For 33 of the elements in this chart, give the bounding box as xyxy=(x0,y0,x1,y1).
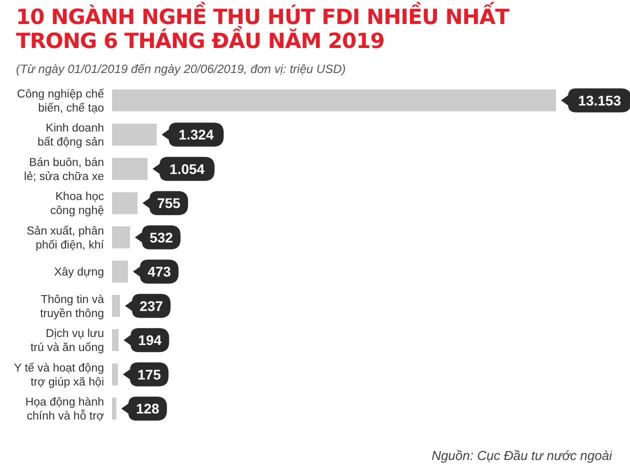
data-label: 473 xyxy=(148,264,172,280)
y-tick-label: Họa động hành chính và hỗ trợ xyxy=(25,396,104,423)
bar xyxy=(112,329,119,352)
y-tick-label: Xây dựng xyxy=(54,266,104,279)
data-label: 194 xyxy=(138,332,162,348)
y-tick-label: Thông tin và truyền thông xyxy=(40,294,105,320)
bar xyxy=(112,398,116,420)
bar xyxy=(112,294,120,317)
y-tick-label: Công nghiệp chế biến, chế tạo xyxy=(17,88,105,114)
data-label: 175 xyxy=(138,366,162,382)
chart-title: 10 NGÀNH NGHỀ THU HÚT FDI NHIỀU NHẤT TRONG 6 THÁNG ĐẦU NĂM 2019 xyxy=(16,1,510,53)
y-tick-label: Dịch vụ lưu trú và ăn uống xyxy=(30,328,104,354)
data-label: 128 xyxy=(136,400,160,417)
data-label: 13.153 xyxy=(578,92,622,108)
bar xyxy=(112,124,157,146)
y-tick-label: Y tế và hoạt động trợ giúp xã hội xyxy=(14,362,104,388)
text: Nguồn: Cục Đầu tư nước ngoài xyxy=(432,448,614,463)
y-tick-label: Khoa học công nghệ xyxy=(50,191,104,218)
y-tick-label: Kinh doanh bất động sản xyxy=(37,122,104,149)
data-label: 1.324 xyxy=(178,126,214,143)
bar xyxy=(112,192,138,214)
data-label: 237 xyxy=(140,298,164,314)
bar xyxy=(112,226,130,248)
bar xyxy=(112,89,556,112)
data-label: 755 xyxy=(157,195,181,212)
data-label: 1.054 xyxy=(170,160,205,177)
bar xyxy=(112,158,148,180)
bar xyxy=(112,363,118,386)
bar xyxy=(112,260,128,283)
chart-subtitle: (Từ ngày 01/01/2019 đến ngày 20/06/2019, đơn vị: triệu USD) xyxy=(16,62,346,76)
y-tick-label: Sản xuất, phân phối điện, khí xyxy=(26,225,105,252)
data-label: 532 xyxy=(150,229,174,246)
y-tick-label: Bán buôn, bán lẻ; sửa chữa xe xyxy=(24,156,104,183)
